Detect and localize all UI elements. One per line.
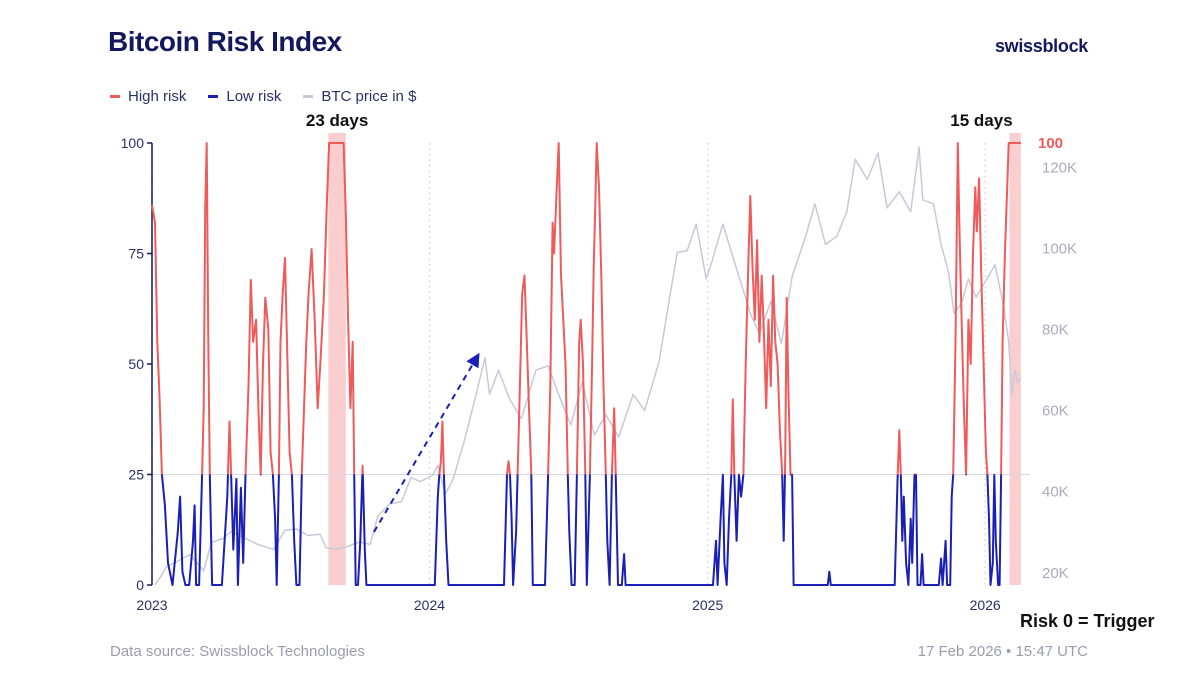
brand-logo: swissblock — [994, 36, 1088, 56]
left-tick-label: 100 — [121, 135, 145, 151]
right-tick-label: 20K — [1042, 565, 1069, 582]
left-tick-label: 75 — [128, 246, 144, 262]
legend-swatch-price — [303, 95, 314, 98]
x-tick-label: 2025 — [692, 597, 723, 613]
legend-item-high-risk: High risk — [110, 88, 186, 105]
left-tick-label: 25 — [128, 467, 144, 483]
right-tick-label: 100K — [1042, 240, 1077, 257]
series-high-risk-line — [151, 142, 1021, 475]
left-tick-label: 0 — [136, 577, 144, 593]
series-btc-price-line — [154, 146, 1022, 586]
timestamp: 17 Feb 2026 • 15:47 UTC — [917, 643, 1088, 660]
legend-item-btc-price: BTC price in $ — [303, 88, 416, 105]
left-tick-label: 50 — [128, 356, 144, 372]
left-axis-ticks: 0 25 50 75 100 — [121, 135, 152, 593]
legend-item-low-risk: Low risk — [208, 88, 281, 105]
right-axis-ticks: 20K 40K 60K 80K 100K 120K — [1042, 159, 1077, 582]
annotation-15-days: 15 days — [950, 111, 1012, 130]
chart-legend: High risk Low risk BTC price in $ — [110, 88, 416, 105]
shaded-period-2 — [1009, 133, 1021, 585]
legend-label-price: BTC price in $ — [321, 88, 417, 105]
x-tick-label: 2026 — [970, 597, 1001, 613]
series-low-risk-line — [160, 474, 1003, 586]
data-source: Data source: Swissblock Technologies — [110, 643, 365, 660]
legend-swatch-low — [208, 95, 219, 98]
trigger-annotation: Risk 0 = Trigger — [1020, 611, 1155, 631]
chart-title: Bitcoin Risk Index — [108, 26, 342, 57]
end-value-label: 100 — [1038, 135, 1063, 152]
shaded-periods — [328, 133, 1021, 585]
x-tick-label: 2024 — [414, 597, 445, 613]
right-tick-label: 60K — [1042, 403, 1069, 420]
x-axis-ticks: 2023 2024 2025 2026 — [136, 597, 1001, 613]
legend-label-high: High risk — [128, 88, 187, 105]
shaded-period-1 — [328, 133, 346, 585]
right-tick-label: 40K — [1042, 484, 1069, 501]
right-tick-label: 80K — [1042, 322, 1069, 339]
right-tick-label: 120K — [1042, 159, 1077, 176]
annotation-23-days: 23 days — [306, 111, 368, 130]
x-tick-label: 2023 — [136, 597, 167, 613]
legend-label-low: Low risk — [226, 88, 282, 105]
legend-swatch-high — [110, 95, 120, 98]
trend-arrow — [373, 352, 480, 533]
